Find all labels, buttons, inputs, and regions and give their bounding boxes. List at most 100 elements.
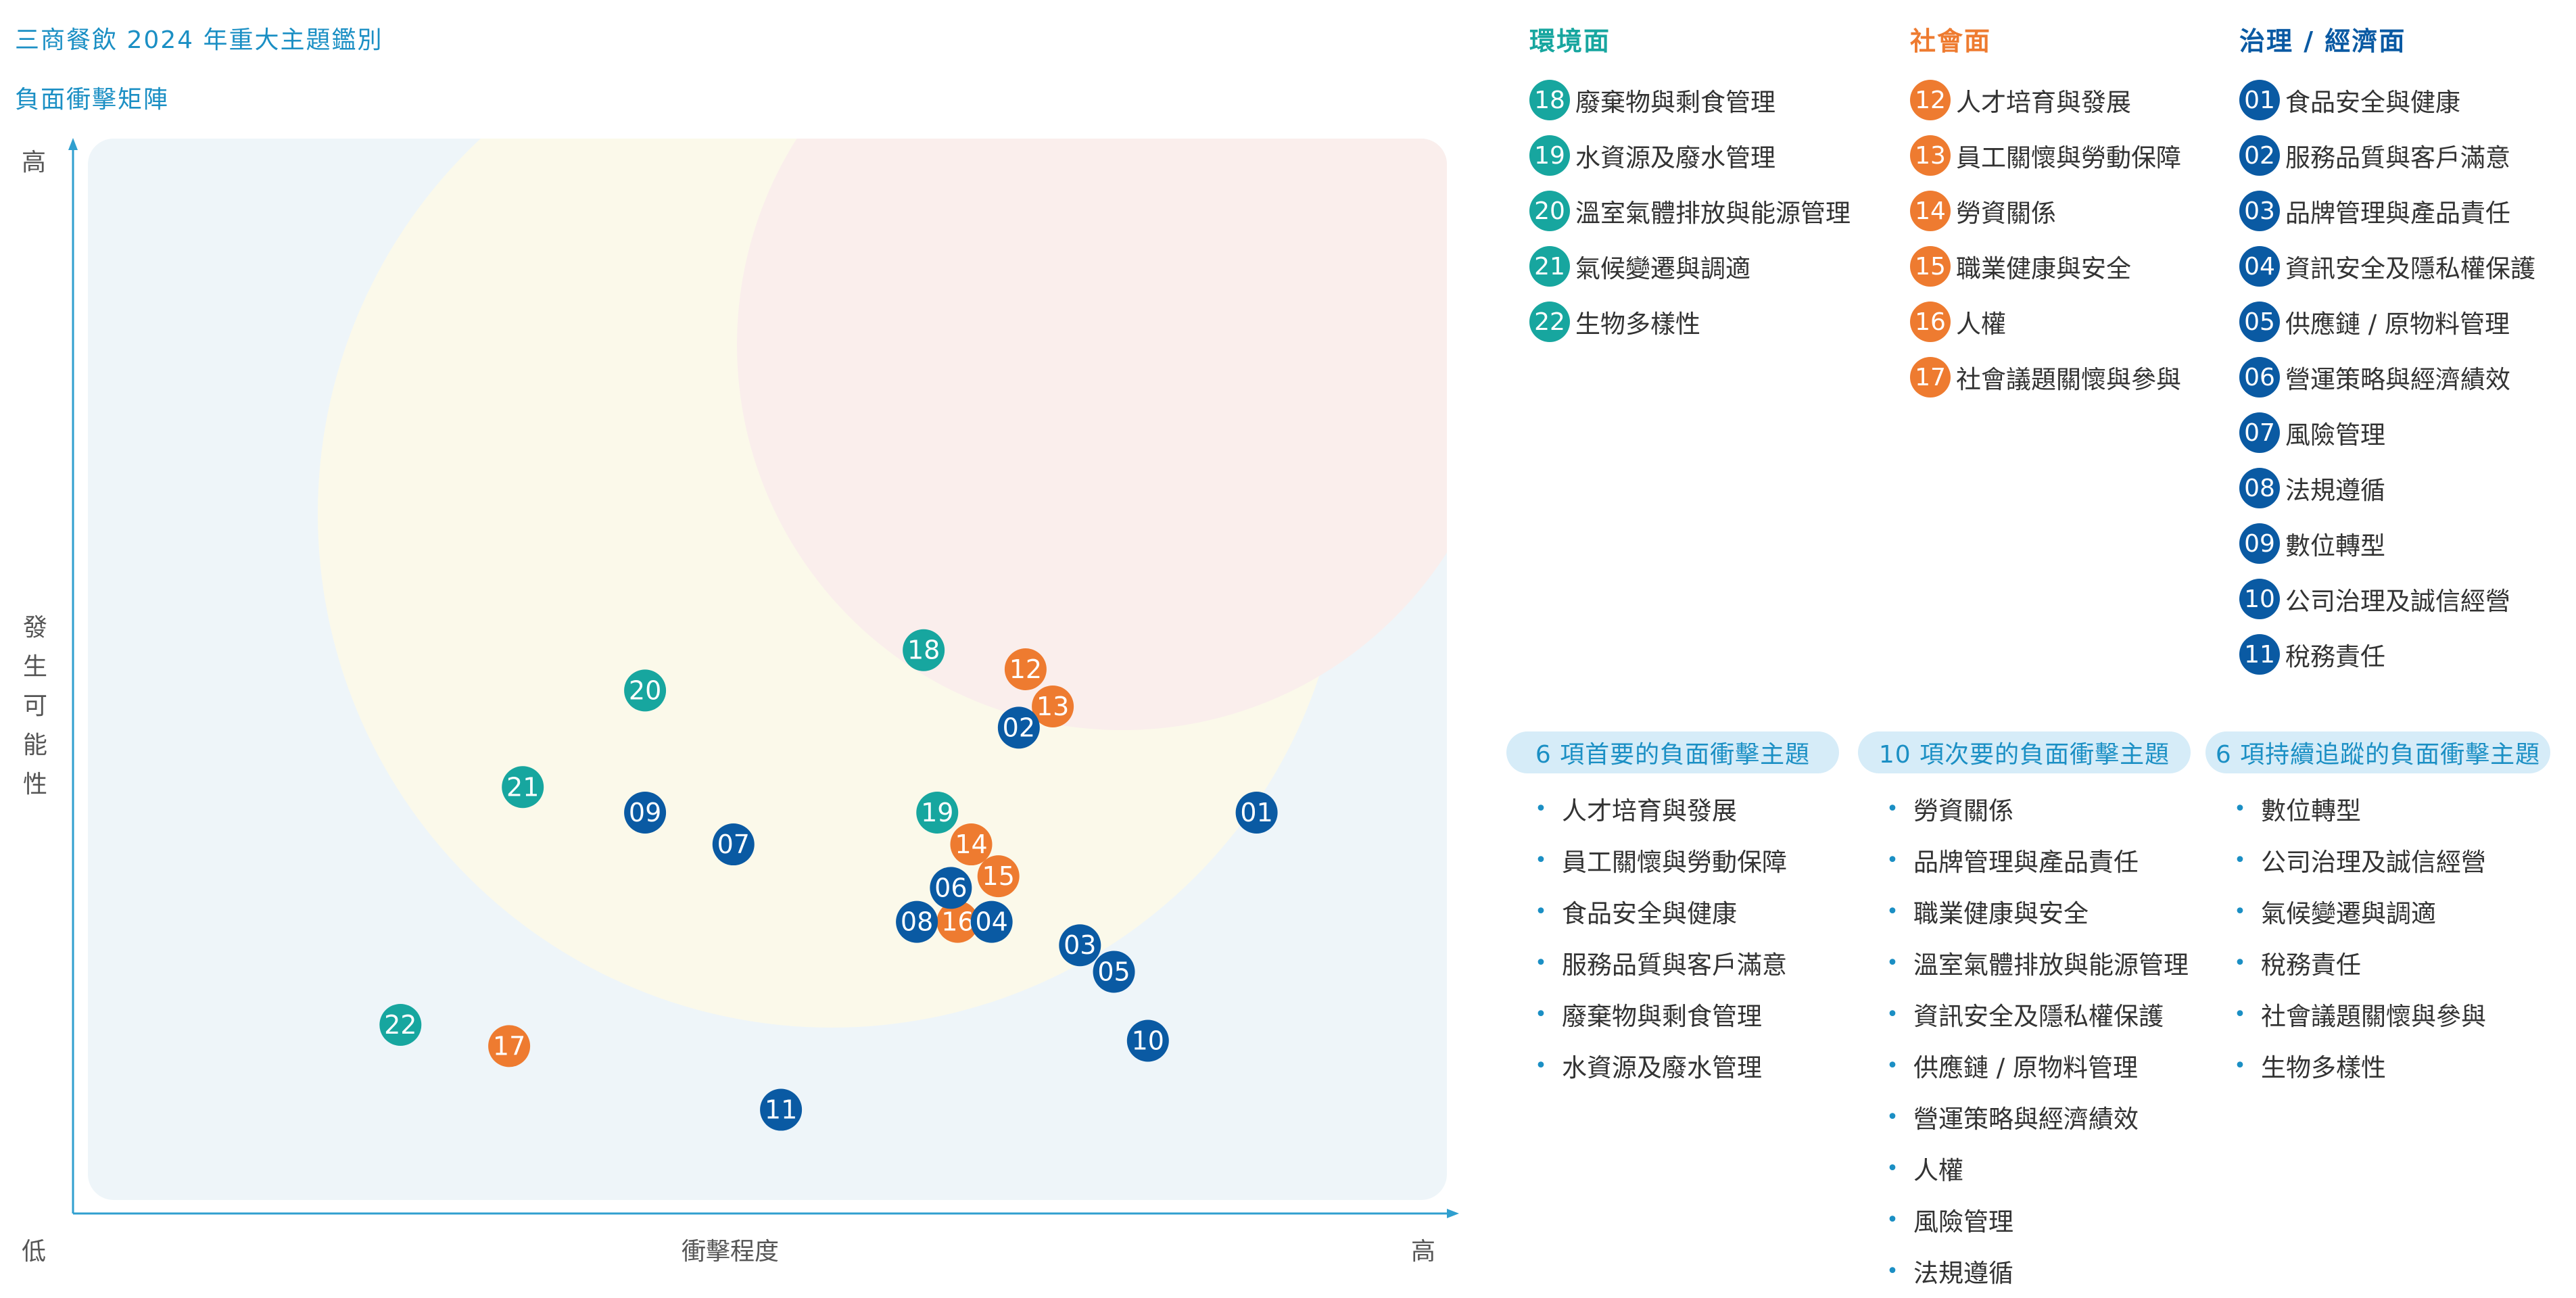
- y-axis-high-label: 高: [22, 149, 46, 176]
- bullet-icon: •: [1535, 951, 1547, 975]
- bullet-icon: •: [2234, 899, 2246, 923]
- category-column: 社會面 12 人才培育與發展 13 員工關懷與勞動保障 14 勞資關係 15 職業健康與安全 16…: [1910, 20, 2181, 405]
- category-item: 16 人權: [1910, 294, 2181, 350]
- topic-label: 氣候變遷與調適: [1575, 254, 1750, 283]
- tier-column: 6 項首要的負面衝擊主題 • 人才培育與發展 • 員工關懷與勞動保障 • 食品安全與健康 • 服…: [1506, 731, 1839, 1091]
- tier-list-item: • 服務品質與客戶滿意: [1506, 937, 1839, 988]
- data-point-label: 22: [384, 1010, 416, 1040]
- tier-list: • 人才培育與發展 • 員工關懷與勞動保障 • 食品安全與健康 • 服務品質與客戶滿意 • 廢棄物…: [1506, 783, 1839, 1091]
- data-point-label: 06: [934, 873, 967, 903]
- page-title: 三商餐飲 2024 年重大主題鑑別: [15, 26, 383, 54]
- chart-subtitle: 負面衝擊矩陣: [15, 86, 170, 114]
- category-title: 環境面: [1529, 26, 1611, 56]
- tier-list-item: • 法規遵循: [1858, 1245, 2191, 1297]
- data-point-marker: [1059, 924, 1101, 967]
- topic-label: 勞資關係: [1956, 199, 2056, 228]
- data-point-marker: [977, 855, 1020, 898]
- data-point-label: 09: [629, 798, 661, 827]
- data-point-marker: [1004, 648, 1047, 690]
- bullet-icon: •: [1535, 1053, 1547, 1078]
- category-item: 19 水資源及廢水管理: [1529, 128, 1851, 183]
- y-axis-title-char: 發: [23, 614, 47, 642]
- tier-list-item: • 品牌管理與產品責任: [1858, 834, 2191, 886]
- data-point-04: 04: [970, 900, 1013, 943]
- topic-number-badge: 07: [2239, 412, 2280, 453]
- tier-item-label: 風險管理: [1913, 1207, 2013, 1236]
- tier-item-label: 食品安全與健康: [1562, 899, 1737, 928]
- category-item: 06 營運策略與經濟績效: [2239, 350, 2535, 405]
- topic-number-badge: 11: [2239, 634, 2280, 675]
- data-point-11: 11: [760, 1088, 803, 1131]
- topic-number-badge: 03: [2239, 191, 2280, 231]
- data-point-13: 13: [1032, 685, 1074, 727]
- topic-number-badge: 20: [1529, 191, 1570, 231]
- topic-number-badge: 12: [1910, 80, 1951, 120]
- tier-list-item: • 公司治理及誠信經營: [2205, 834, 2550, 886]
- data-point-19: 19: [916, 791, 959, 834]
- category-item: 10 公司治理及誠信經營: [2239, 571, 2535, 627]
- bullet-icon: •: [1886, 899, 1899, 923]
- tier-item-label: 職業健康與安全: [1913, 899, 2089, 928]
- category-item: 14 勞資關係: [1910, 183, 2181, 239]
- category-column: 治理 / 經濟面 01 食品安全與健康 02 服務品質與客戶滿意 03 品牌管理與產品責任 0…: [2239, 20, 2535, 682]
- topic-number-badge: 14: [1910, 191, 1951, 231]
- tier-list-item: • 營運策略與經濟績效: [1858, 1091, 2191, 1143]
- tier-column: 6 項持續追蹤的負面衝擊主題 • 數位轉型 • 公司治理及誠信經營 • 氣候變遷與調適 • 稅務…: [2205, 731, 2550, 1091]
- tier-item-label: 人權: [1913, 1156, 1963, 1185]
- tier-item-label: 水資源及廢水管理: [1562, 1053, 1762, 1082]
- data-point-14: 14: [950, 823, 993, 866]
- data-point-label: 02: [1003, 713, 1035, 742]
- category-item: 18 廢棄物與剩食管理: [1529, 72, 1851, 128]
- data-point-label: 19: [921, 798, 953, 827]
- topic-number-badge: 22: [1529, 302, 1570, 342]
- data-point-marker: [970, 900, 1013, 943]
- tier-item-label: 氣候變遷與調適: [2261, 899, 2436, 928]
- tier-item-label: 供應鏈 / 原物料管理: [1913, 1053, 2138, 1082]
- tier-list-item: • 數位轉型: [2205, 783, 2550, 834]
- data-point-label: 04: [975, 907, 1007, 937]
- topic-label: 品牌管理與產品責任: [2285, 199, 2510, 228]
- category-item: 15 職業健康與安全: [1910, 239, 2181, 294]
- data-point-label: 10: [1132, 1026, 1164, 1056]
- tier-header: 6 項持續追蹤的負面衝擊主題: [2205, 731, 2550, 773]
- zone-primary: [737, 139, 1447, 730]
- topic-label: 溫室氣體排放與能源管理: [1575, 199, 1851, 228]
- topic-number-badge: 01: [2239, 80, 2280, 120]
- data-point-marker: [712, 823, 755, 866]
- bullet-icon: •: [1886, 1259, 1899, 1283]
- topic-label: 服務品質與客戶滿意: [2285, 143, 2510, 172]
- data-point-label: 05: [1097, 957, 1130, 986]
- tier-item-label: 營運策略與經濟績效: [1913, 1105, 2139, 1134]
- data-point-marker: [936, 900, 979, 943]
- data-point-marker: [624, 791, 667, 834]
- data-point-label: 14: [955, 830, 987, 859]
- data-point-label: 16: [941, 907, 974, 937]
- category-item: 04 資訊安全及隱私權保護: [2239, 239, 2535, 294]
- topic-number-badge: 18: [1529, 80, 1570, 120]
- topic-label: 生物多樣性: [1575, 310, 1700, 339]
- data-point-01: 01: [1235, 791, 1278, 834]
- topic-label: 營運策略與經濟績效: [2285, 365, 2510, 394]
- data-point-label: 17: [493, 1031, 525, 1061]
- data-point-marker: [950, 823, 993, 866]
- topic-label: 人權: [1956, 310, 2006, 339]
- topic-label: 稅務責任: [2285, 642, 2385, 671]
- tier-item-label: 廢棄物與剩食管理: [1562, 1002, 1762, 1031]
- tier-list: • 數位轉型 • 公司治理及誠信經營 • 氣候變遷與調適 • 稅務責任 • 社會議題關懷與參與 • 生…: [2205, 783, 2550, 1091]
- tier-item-label: 員工關懷與勞動保障: [1562, 848, 1787, 877]
- bullet-icon: •: [1886, 796, 1899, 821]
- category-item: 05 供應鏈 / 原物料管理: [2239, 294, 2535, 350]
- data-point-08: 08: [896, 900, 938, 943]
- data-point-marker: [916, 791, 959, 834]
- topic-label: 資訊安全及隱私權保護: [2285, 254, 2535, 283]
- tier-list-item: • 溫室氣體排放與能源管理: [1858, 937, 2191, 988]
- topic-label: 水資源及廢水管理: [1575, 143, 1775, 172]
- topic-label: 數位轉型: [2285, 531, 2385, 560]
- x-axis-low-label: 低: [22, 1238, 46, 1266]
- data-point-label: 11: [765, 1095, 797, 1125]
- tier-list: • 勞資關係 • 品牌管理與產品責任 • 職業健康與安全 • 溫室氣體排放與能源管理 • 資訊安全…: [1858, 783, 2191, 1297]
- bullet-icon: •: [2234, 848, 2246, 872]
- data-point-marker: [502, 766, 544, 809]
- data-point-marker: [1235, 791, 1278, 834]
